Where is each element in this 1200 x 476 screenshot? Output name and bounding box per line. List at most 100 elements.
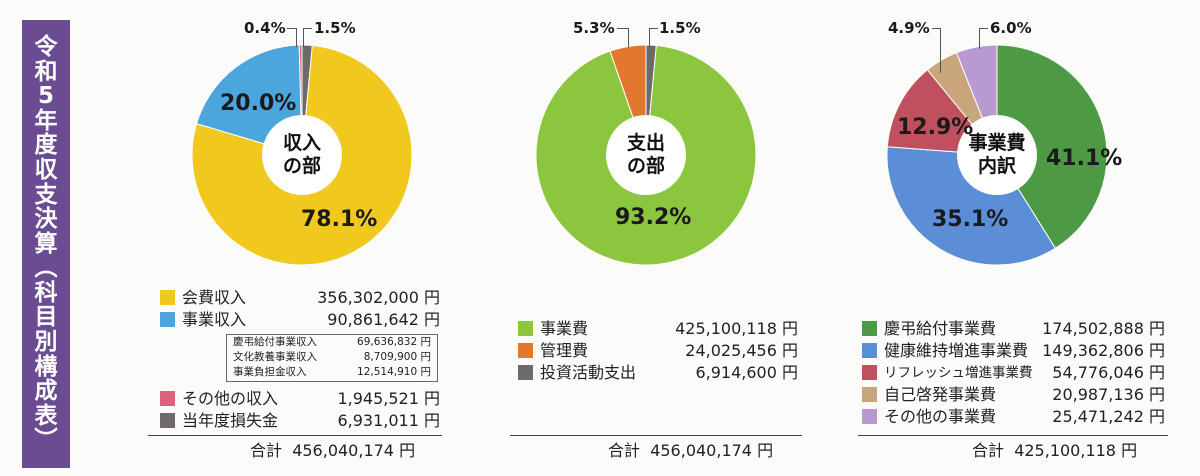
sidebar-title-char: ︶ xyxy=(34,427,58,454)
legend-row: リフレッシュ増進事業費 54,776,046 円 xyxy=(862,362,1165,384)
pct-label-refresh: 12.9% xyxy=(897,115,974,140)
swatch xyxy=(862,387,877,402)
legend-row: 健康維持増進事業費 149,362,806 円 xyxy=(862,340,1165,362)
sidebar-title-char: 表 xyxy=(34,402,58,429)
legend-label: 投資活動支出 xyxy=(540,363,637,382)
center-label-line2: 内訳 xyxy=(977,155,1016,177)
sidebar-title-char: 目 xyxy=(34,304,58,331)
legend-row: 自己啓発事業費 20,987,136 円 xyxy=(862,384,1165,406)
swatch xyxy=(160,413,175,428)
swatch xyxy=(518,343,533,358)
expense-pie-svg xyxy=(535,44,757,266)
swatch xyxy=(862,321,877,336)
sidebar-title-char: 5 xyxy=(37,83,54,110)
legend-label: リフレッシュ増進事業費 xyxy=(884,365,1033,381)
pct-label-other-income: 0.4% xyxy=(244,19,286,37)
swatch xyxy=(518,365,533,380)
pct-label-investment: 1.5% xyxy=(659,19,701,37)
breakdown-row: 慶弔給付事業収入 69,636,832 円 xyxy=(227,335,437,350)
swatch xyxy=(862,365,877,380)
legend-label: 健康維持増進事業費 xyxy=(884,341,1029,360)
pie-center-hole xyxy=(262,115,342,195)
sidebar-title-char: 収 xyxy=(34,156,58,183)
legend-row: 事業収入 90,861,642 円 xyxy=(160,309,440,331)
swatch xyxy=(160,391,175,406)
pct-label-other-business: 6.0% xyxy=(990,19,1032,37)
income-legend: 会費収入 356,302,000 円 事業収入 90,861,642 円 xyxy=(160,287,440,331)
legend-label: 事業収入 xyxy=(182,310,247,329)
sidebar-title-char: 科 xyxy=(34,279,58,306)
business-income-breakdown: 慶弔給付事業収入 69,636,832 円 文化教養事業収入 8,709,900… xyxy=(226,334,438,382)
pct-label-business: 20.0% xyxy=(220,91,297,116)
legend-value: 149,362,806 円 xyxy=(1042,341,1165,360)
sidebar-title-char: 決 xyxy=(34,206,58,233)
business-expense-pie-chart: 事業費 内訳 xyxy=(886,44,1108,266)
pct-label-membership: 78.1% xyxy=(301,207,378,232)
legend-value: 174,502,888 円 xyxy=(1042,319,1165,338)
income-total: 合計 456,040,174 円 xyxy=(250,441,416,460)
total-divider xyxy=(148,435,442,436)
sidebar-title-char: 成 xyxy=(34,378,58,405)
pct-label-self-dev: 4.9% xyxy=(888,19,930,37)
legend-label: その他の収入 xyxy=(182,389,279,408)
center-label-line2: の部 xyxy=(626,155,665,177)
center-label-line1: 収入 xyxy=(282,132,321,154)
swatch xyxy=(160,312,175,327)
pie-slice xyxy=(886,146,1057,266)
legend-value: 1,945,521 円 xyxy=(337,389,440,408)
leader-line xyxy=(932,28,941,73)
legend-label: 会費収入 xyxy=(182,288,247,307)
income-center-label: 収入 の部 xyxy=(262,132,342,178)
legend-value: 6,931,011 円 xyxy=(337,411,440,430)
sidebar-title-char: 別 xyxy=(34,329,58,356)
business-expense-legend: 慶弔給付事業費 174,502,888 円 健康維持増進事業費 149,362,… xyxy=(862,318,1165,428)
income-pie-svg xyxy=(191,44,413,266)
legend-row: 管理費 24,025,456 円 xyxy=(518,340,798,362)
legend-value: 24,025,456 円 xyxy=(685,341,798,360)
income-pie-chart: 収入 の部 xyxy=(191,44,413,266)
legend-row: 当年度損失金 6,931,011 円 xyxy=(160,410,440,432)
pct-label-loss: 1.5% xyxy=(314,19,356,37)
leader-line xyxy=(303,28,312,47)
center-label-line1: 支出 xyxy=(626,132,665,154)
income-legend-lower: その他の収入 1,945,521 円 当年度損失金 6,931,011 円 xyxy=(160,388,440,432)
expense-legend: 事業費 425,100,118 円 管理費 24,025,456 円 投資活動支… xyxy=(518,318,798,384)
legend-value: 54,776,046 円 xyxy=(1052,363,1165,382)
legend-label: 慶弔給付事業費 xyxy=(884,319,997,338)
swatch xyxy=(160,290,175,305)
breakdown-value: 8,709,900 円 xyxy=(363,351,431,363)
swatch xyxy=(862,343,877,358)
sidebar-title-char: 和 xyxy=(34,58,58,85)
sidebar-title-char: 度 xyxy=(34,132,58,159)
breakdown-row: 事業負担金収入 12,514,910 円 xyxy=(227,365,437,380)
sidebar-title-char: 令 xyxy=(34,33,58,60)
legend-value: 20,987,136 円 xyxy=(1052,385,1165,404)
expense-pie-chart: 支出 の部 xyxy=(535,44,757,266)
legend-row: その他の収入 1,945,521 円 xyxy=(160,388,440,410)
leader-line xyxy=(979,28,988,49)
sidebar-title-char: 構 xyxy=(34,353,58,380)
legend-label: 管理費 xyxy=(540,341,589,360)
breakdown-value: 12,514,910 円 xyxy=(357,366,431,378)
legend-label: 自己啓発事業費 xyxy=(884,385,997,404)
sidebar-title-char: 算 xyxy=(34,230,58,257)
legend-row: 事業費 425,100,118 円 xyxy=(518,318,798,340)
pie-slice xyxy=(996,44,1108,249)
breakdown-row: 文化教養事業収入 8,709,900 円 xyxy=(227,350,437,365)
legend-label: その他の事業費 xyxy=(884,407,997,426)
swatch xyxy=(518,321,533,336)
legend-row: 慶弔給付事業費 174,502,888 円 xyxy=(862,318,1165,340)
sidebar-title-char: 支 xyxy=(34,181,58,208)
center-label-line1: 事業費 xyxy=(968,132,1026,154)
sidebar-title-char: ︵ xyxy=(34,255,58,282)
pct-label-health: 35.1% xyxy=(932,207,1009,232)
leader-line xyxy=(649,28,658,47)
breakdown-value: 69,636,832 円 xyxy=(357,336,431,348)
sidebar-title: 令和 5 年度収支決算 ︵ 科目別構成表 ︶ xyxy=(22,20,70,468)
business-expense-total: 合計 425,100,118 円 xyxy=(972,441,1138,460)
expense-total: 合計 456,040,174 円 xyxy=(608,441,774,460)
total-divider xyxy=(858,435,1168,436)
legend-label: 事業費 xyxy=(540,319,589,338)
legend-value: 6,914,600 円 xyxy=(695,363,798,382)
legend-row: 会費収入 356,302,000 円 xyxy=(160,287,440,309)
